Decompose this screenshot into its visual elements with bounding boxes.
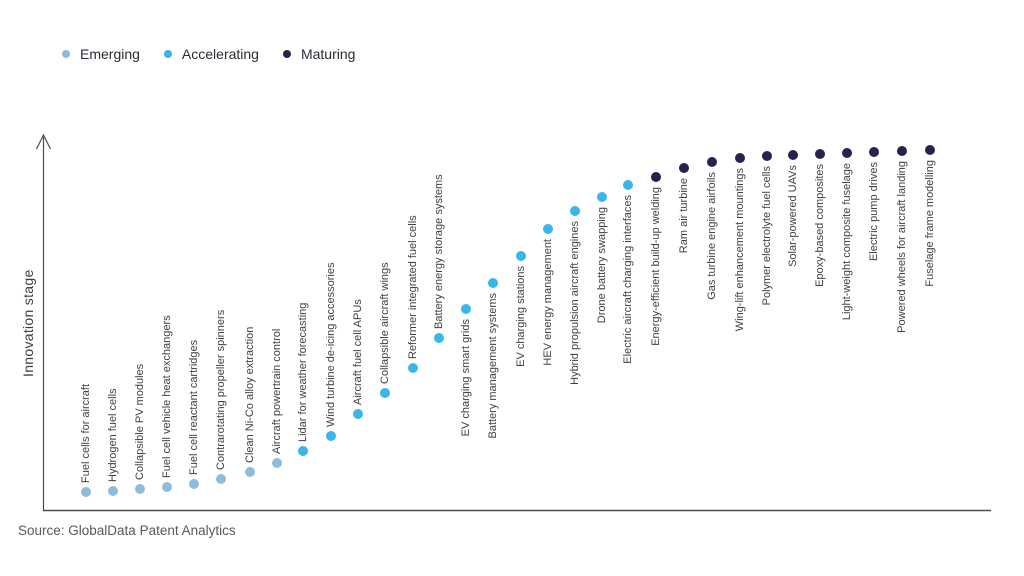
data-point-label: Fuel cell vehicle heat exchangers bbox=[161, 315, 173, 478]
legend-item-emerging: Emerging bbox=[62, 46, 140, 62]
data-point-label: Fuel cell reactant cartridges bbox=[188, 339, 200, 475]
data-point-dot bbox=[543, 224, 553, 234]
legend-dot-icon bbox=[163, 50, 172, 58]
data-point-label: Fuel cells for aircraft bbox=[80, 383, 92, 483]
data-point-dot bbox=[353, 409, 363, 419]
data-point-label: Solar-powered UAVs bbox=[787, 165, 799, 267]
data-point-dot bbox=[570, 206, 580, 216]
data-point-label: Collapsible aircraft wings bbox=[379, 262, 391, 384]
data-point-label: EV charging stations bbox=[515, 266, 527, 367]
data-point-label: Light-weight composite fuselage bbox=[841, 163, 853, 321]
data-point-label: Drone battery swapping bbox=[596, 207, 608, 324]
data-point-dot bbox=[788, 150, 798, 160]
legend-label: Accelerating bbox=[181, 46, 259, 62]
data-point-dot bbox=[408, 363, 418, 373]
data-point-label: Gas turbine engine airfoils bbox=[706, 172, 718, 300]
data-point-dot bbox=[869, 147, 879, 157]
data-point-label: Wind turbine de-icing accessories bbox=[325, 262, 337, 427]
legend-item-accelerating: Accelerating bbox=[163, 46, 259, 62]
data-point-label: Battery energy storage systems bbox=[433, 174, 445, 329]
data-point-dot bbox=[735, 153, 745, 163]
data-point-label: Energy-efficient build-up welding bbox=[650, 187, 662, 346]
data-point-dot bbox=[245, 467, 255, 477]
data-point-label: Aircraft powertrain control bbox=[271, 328, 283, 454]
data-point-dot bbox=[842, 148, 852, 158]
source-note: Source: GlobalData Patent Analytics bbox=[18, 523, 236, 538]
legend-label: Emerging bbox=[80, 46, 140, 62]
data-point-label: Clean Ni-Co alloy extraction bbox=[244, 326, 256, 463]
data-point-dot bbox=[162, 482, 172, 492]
data-point-dot bbox=[272, 458, 282, 468]
data-point-dot bbox=[461, 304, 471, 314]
data-point-dot bbox=[623, 180, 633, 190]
data-point-dot bbox=[815, 149, 825, 159]
data-point-label: Fuselage frame modelling bbox=[924, 160, 936, 287]
data-point-dot bbox=[488, 278, 498, 288]
data-point-label: Contrarotating propeller spinners bbox=[215, 309, 227, 470]
data-point-label: Polymer electrolyte fuel cells bbox=[761, 166, 773, 306]
data-point-label: Collapsible PV modules bbox=[134, 363, 146, 480]
data-point-dot bbox=[597, 192, 607, 202]
data-point-label: Reformer integrated fuel cells bbox=[407, 215, 419, 359]
y-axis-label: Innovation stage bbox=[20, 269, 36, 377]
data-point-label: Hybrid propulsion aircraft engines bbox=[569, 221, 581, 385]
data-point-label: Electric aircraft charging interfaces bbox=[622, 195, 634, 364]
data-point-label: Epoxy-based composites bbox=[814, 164, 826, 287]
data-point-label: Wing-lift enhancement mountings bbox=[734, 168, 746, 332]
data-point-dot bbox=[651, 172, 661, 182]
legend: Emerging Accelerating Maturing bbox=[62, 46, 355, 62]
data-point-dot bbox=[298, 446, 308, 456]
data-point-dot bbox=[679, 163, 689, 173]
data-point-dot bbox=[189, 479, 199, 489]
data-point-dot bbox=[135, 484, 145, 494]
data-point-label: HEV energy management bbox=[542, 239, 554, 366]
legend-item-maturing: Maturing bbox=[282, 46, 356, 62]
data-point-dot bbox=[380, 388, 390, 398]
data-point-dot bbox=[516, 251, 526, 261]
data-point-label: Powered wheels for aircraft landing bbox=[896, 161, 908, 333]
data-point-label: Hydrogen fuel cells bbox=[107, 388, 119, 482]
data-point-dot bbox=[216, 474, 226, 484]
legend-dot-icon bbox=[282, 50, 291, 58]
data-point-dot bbox=[762, 151, 772, 161]
data-point-label: Electric pump drives bbox=[868, 162, 880, 262]
data-point-dot bbox=[434, 333, 444, 343]
data-point-label: Ram air turbine bbox=[678, 178, 690, 254]
data-point-dot bbox=[897, 146, 907, 156]
legend-label: Maturing bbox=[300, 46, 356, 62]
legend-dot-icon bbox=[62, 50, 70, 58]
data-point-dot bbox=[925, 145, 935, 155]
data-point-dot bbox=[108, 486, 118, 496]
data-point-label: Battery management systems bbox=[487, 293, 499, 439]
data-point-label: Lidar for weather forecasting bbox=[297, 302, 309, 442]
y-axis-arrow-icon bbox=[35, 133, 52, 150]
data-point-label: Aircraft fuel cell APUs bbox=[352, 299, 364, 405]
data-point-label: EV charging smart grids bbox=[460, 319, 472, 437]
data-point-dot bbox=[707, 157, 717, 167]
data-point-dot bbox=[326, 431, 336, 441]
data-point-dot bbox=[81, 487, 91, 497]
